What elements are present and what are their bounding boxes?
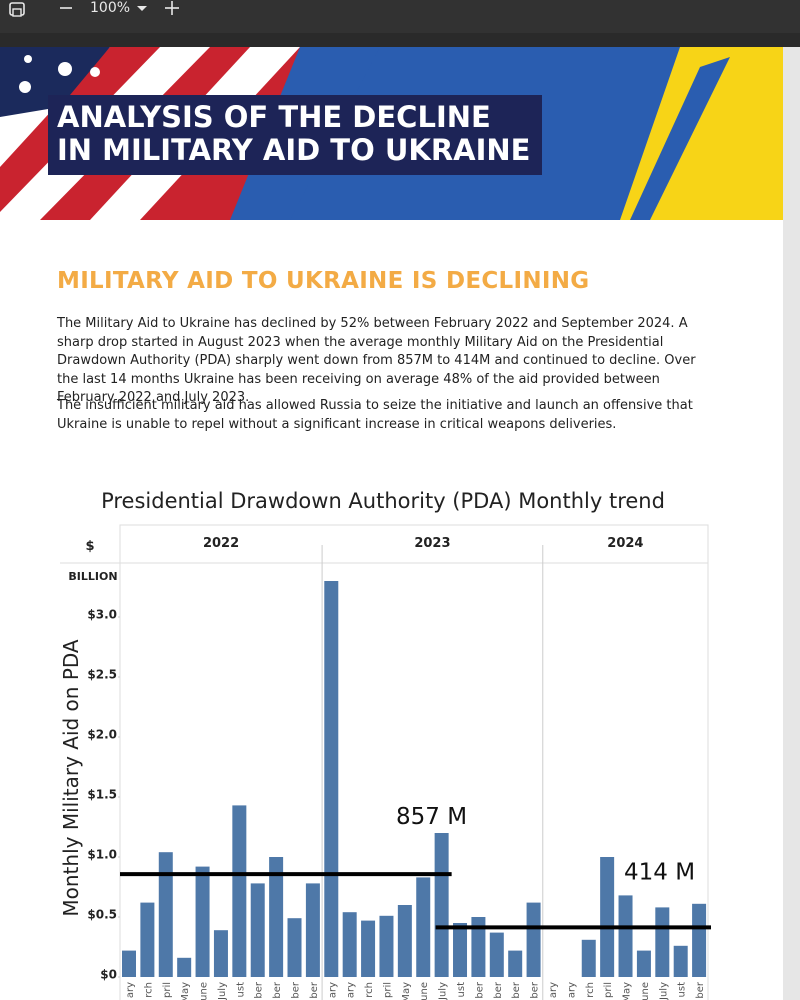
bar [600, 857, 615, 977]
x-tick-label: une [419, 982, 430, 1000]
bar [581, 939, 596, 977]
print-button[interactable] [6, 0, 36, 20]
bar [250, 883, 265, 977]
bar [489, 932, 504, 977]
bar [526, 902, 541, 977]
bar [195, 866, 210, 977]
bar [618, 895, 633, 977]
x-tick-label: ary [125, 982, 136, 998]
x-tick-label: ber [493, 981, 504, 999]
zoom-level[interactable]: 100% [90, 0, 131, 16]
year-label: 2022 [203, 536, 239, 551]
x-tick-label: rch [585, 982, 596, 998]
x-tick-label: ary [346, 982, 357, 998]
bar [471, 917, 486, 977]
unit-sub: BILLION [68, 570, 117, 583]
x-tick-label: ary [327, 982, 338, 998]
bar [213, 930, 228, 977]
plot-frame [119, 524, 709, 1000]
x-tick-label: ust [456, 982, 467, 998]
bar [269, 857, 284, 977]
bar [397, 905, 412, 977]
y-tick-label: $0 [100, 968, 117, 982]
bar [287, 918, 302, 977]
y-tick-label: $2.5 [87, 668, 117, 682]
x-tick-label: July [658, 982, 669, 1000]
bar [379, 915, 394, 977]
year-label: 2024 [607, 536, 643, 551]
x-tick-label: pril [162, 982, 173, 998]
x-tick-label: une [199, 982, 210, 1000]
x-tick-label: ary [566, 982, 577, 998]
x-tick-label: ber [272, 981, 283, 999]
bar [305, 883, 320, 977]
x-tick-label: ber [530, 981, 541, 999]
bar [361, 920, 376, 977]
bar [342, 912, 357, 977]
bar [158, 852, 173, 977]
bar [416, 877, 431, 977]
zoom-in[interactable] [162, 0, 182, 20]
x-tick-label: ber [511, 981, 522, 999]
y-axis-title: Monthly Military Aid on PDA [59, 639, 83, 917]
y-tick-label: $1.0 [87, 848, 117, 862]
x-tick-label: May [180, 982, 191, 1000]
bar [434, 833, 449, 977]
title-line: ANALYSIS OF THE DECLINE [57, 100, 491, 134]
bar [140, 902, 155, 977]
x-tick-label: pril [382, 982, 393, 998]
section-heading: MILITARY AID TO UKRAINE IS DECLINING [57, 268, 590, 294]
x-tick-label: ber [474, 981, 485, 999]
year-label: 2023 [414, 536, 450, 551]
x-tick-label: une [640, 982, 651, 1000]
x-tick-label: May [622, 982, 633, 1000]
unit-label: $ [85, 539, 94, 554]
paragraph: The Military Aid to Ukraine has declined… [57, 316, 696, 405]
x-tick-label: pril [603, 982, 614, 998]
y-tick-label: $1.5 [87, 788, 117, 802]
x-tick-label: ust [677, 982, 688, 998]
x-tick-label: rch [143, 982, 154, 998]
x-tick-label: ber [695, 981, 706, 999]
bar [453, 923, 468, 977]
bar [673, 945, 688, 977]
bar [692, 903, 707, 977]
x-tick-label: ust [235, 982, 246, 998]
bar [177, 957, 192, 977]
banner-title: ANALYSIS OF THE DECLINE IN MILITARY AID T… [57, 101, 531, 167]
bar [232, 805, 247, 977]
x-tick-label: May [401, 982, 412, 1000]
x-tick-label: July [438, 982, 449, 1000]
x-tick-label: July [217, 982, 228, 1000]
toolbar: 100% [0, 0, 800, 33]
paragraph: The insufficient military aid has allowe… [57, 398, 693, 432]
chart-title: Presidential Drawdown Authority (PDA) Mo… [101, 489, 665, 513]
x-tick-label: ary [548, 982, 559, 998]
reference-label: 414 M [624, 859, 695, 885]
bar [655, 907, 670, 977]
zoom-out[interactable] [57, 0, 77, 20]
y-tick-label: $2.0 [87, 728, 117, 742]
bar [636, 950, 651, 977]
y-tick-label: $3.0 [87, 608, 117, 622]
zoom-menu[interactable] [135, 2, 149, 16]
x-tick-label: ber [254, 981, 265, 999]
x-tick-label: rch [364, 982, 375, 998]
reference-label: 857 M [396, 804, 467, 830]
bar [122, 950, 136, 977]
document-page: ANALYSIS OF THE DECLINE IN MILITARY AID T… [0, 47, 783, 1000]
x-tick-label: ber [291, 981, 302, 999]
bar [508, 950, 523, 977]
x-tick-label: ber [309, 981, 320, 999]
chart: Presidential Drawdown Authority (PDA) Mo… [59, 489, 711, 1000]
y-tick-label: $0.5 [87, 908, 117, 922]
banner [0, 47, 783, 220]
bar [324, 581, 339, 977]
toolbar-shadow [0, 33, 800, 47]
title-line: IN MILITARY AID TO UKRAINE [57, 133, 531, 167]
